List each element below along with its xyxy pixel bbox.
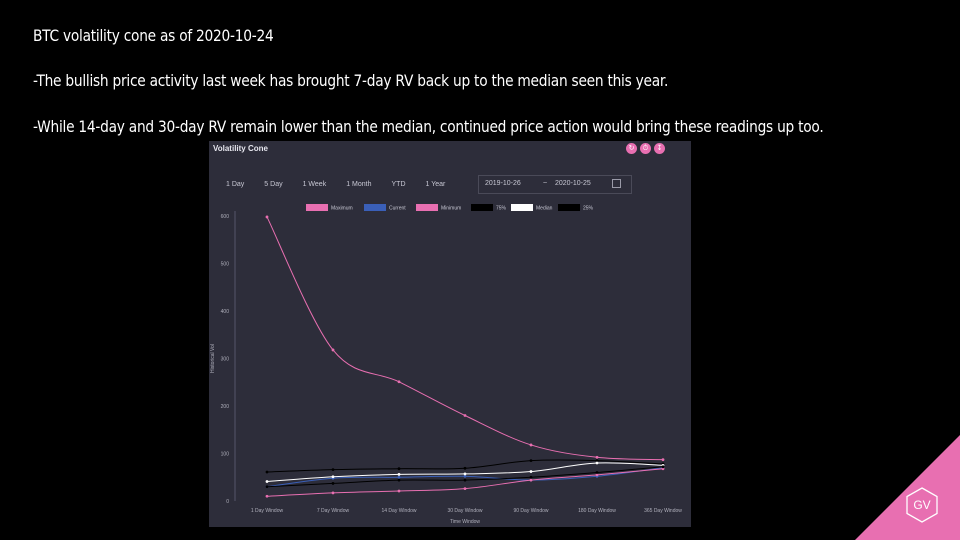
range-ytd-button[interactable]: YTD — [391, 181, 406, 188]
reset-icon[interactable]: ⏱ — [640, 143, 651, 154]
series-line-3 — [266, 459, 664, 473]
data-point — [463, 474, 467, 478]
data-point — [595, 473, 599, 477]
y-tick-label: 600 — [221, 214, 230, 220]
logo-text: GV — [913, 498, 930, 512]
x-tick-label: 180 Day Window — [578, 508, 616, 514]
date-separator: ~ — [543, 180, 548, 187]
range-selector: 1 Day 5 Day 1 Week 1 Month YTD 1 Year — [226, 181, 465, 188]
data-point — [397, 473, 401, 476]
x-tick-label: 90 Day Window — [513, 508, 548, 514]
download-icon[interactable]: ↧ — [654, 143, 665, 154]
panel-toolbar: ↻ ⏱ ↧ — [626, 143, 665, 154]
legend-swatch — [558, 204, 580, 211]
legend-label: 75% — [496, 206, 507, 212]
y-tick-label: 400 — [221, 309, 230, 315]
bullet-point: -The bullish price activity last week ha… — [33, 71, 669, 90]
date-end-field[interactable]: 2020-10-25 — [555, 180, 591, 187]
range-1-year-button[interactable]: 1 Year — [425, 181, 446, 188]
y-axis-label: Historical Vol — [210, 344, 216, 373]
legend-label: 25% — [583, 206, 594, 212]
data-point — [331, 348, 335, 352]
data-point — [463, 414, 467, 417]
data-point — [529, 459, 533, 463]
legend-label: Current — [389, 206, 406, 212]
data-point — [529, 470, 533, 473]
data-point — [397, 380, 401, 384]
data-point — [397, 478, 401, 482]
range-5-day-button[interactable]: 5 Day — [264, 181, 283, 188]
date-range-picker[interactable]: 2019-10-26 ~ 2020-10-25 — [478, 175, 632, 194]
legend-label: Maximum — [331, 206, 353, 212]
legend-swatch — [471, 204, 493, 211]
x-tick-label: 14 Day Window — [381, 508, 416, 514]
data-point — [595, 459, 599, 463]
calendar-icon[interactable] — [612, 179, 621, 188]
series-line-0 — [266, 216, 664, 461]
data-point — [529, 475, 533, 479]
data-point — [331, 491, 335, 495]
y-tick-label: 500 — [221, 262, 230, 268]
data-point — [661, 465, 665, 469]
data-point — [661, 458, 665, 462]
data-point — [265, 470, 269, 474]
volatility-cone-panel: Volatility Cone ↻ ⏱ ↧ 1 Day 5 Day 1 Week… — [209, 141, 691, 527]
legend-label: Median — [536, 206, 553, 212]
y-tick-label: 300 — [221, 357, 230, 363]
legend-swatch — [416, 204, 438, 211]
data-point — [529, 443, 533, 447]
volatility-cone-chart: 0 100 200 300 400 500 600 Historical Vol 1 Day W… — [210, 204, 682, 525]
data-point — [397, 467, 401, 471]
y-tick-label: 0 — [226, 499, 229, 505]
data-point — [463, 478, 467, 482]
legend-swatch — [364, 204, 386, 211]
data-point — [595, 471, 599, 474]
data-point — [463, 487, 467, 491]
data-point — [397, 475, 401, 479]
range-1-day-button[interactable]: 1 Day — [226, 181, 245, 188]
data-point — [529, 478, 533, 482]
date-start-field[interactable]: 2019-10-26 — [485, 180, 521, 187]
data-point — [331, 468, 335, 472]
panel-title: Volatility Cone — [213, 144, 268, 153]
data-point — [397, 489, 401, 493]
range-1-week-button[interactable]: 1 Week — [302, 181, 327, 188]
range-1-month-button[interactable]: 1 Month — [346, 181, 372, 188]
data-point — [265, 494, 269, 498]
x-tick-label: 1 Day Window — [251, 508, 284, 514]
x-tick-label: 30 Day Window — [447, 508, 482, 514]
data-point — [265, 480, 269, 483]
refresh-icon[interactable]: ↻ — [626, 143, 637, 154]
data-point — [595, 461, 599, 465]
legend-label: Minimum — [441, 206, 461, 212]
legend-swatch — [306, 204, 328, 211]
data-point — [331, 482, 335, 485]
data-point — [595, 455, 599, 459]
data-point — [265, 485, 269, 489]
bullet-point: -While 14-day and 30-day RV remain lower… — [33, 117, 824, 136]
data-point — [265, 215, 269, 219]
x-axis-label: Time Window — [450, 519, 480, 525]
y-tick-label: 200 — [221, 404, 230, 410]
x-tick-label: 7 Day Window — [317, 508, 350, 514]
slide-title: BTC volatility cone as of 2020-10-24 — [33, 26, 274, 45]
y-tick-label: 100 — [221, 452, 230, 458]
data-point — [463, 466, 467, 470]
data-point — [331, 475, 335, 479]
data-point — [463, 472, 467, 476]
legend-swatch — [511, 204, 533, 211]
x-tick-label: 365 Day Window — [644, 508, 682, 514]
